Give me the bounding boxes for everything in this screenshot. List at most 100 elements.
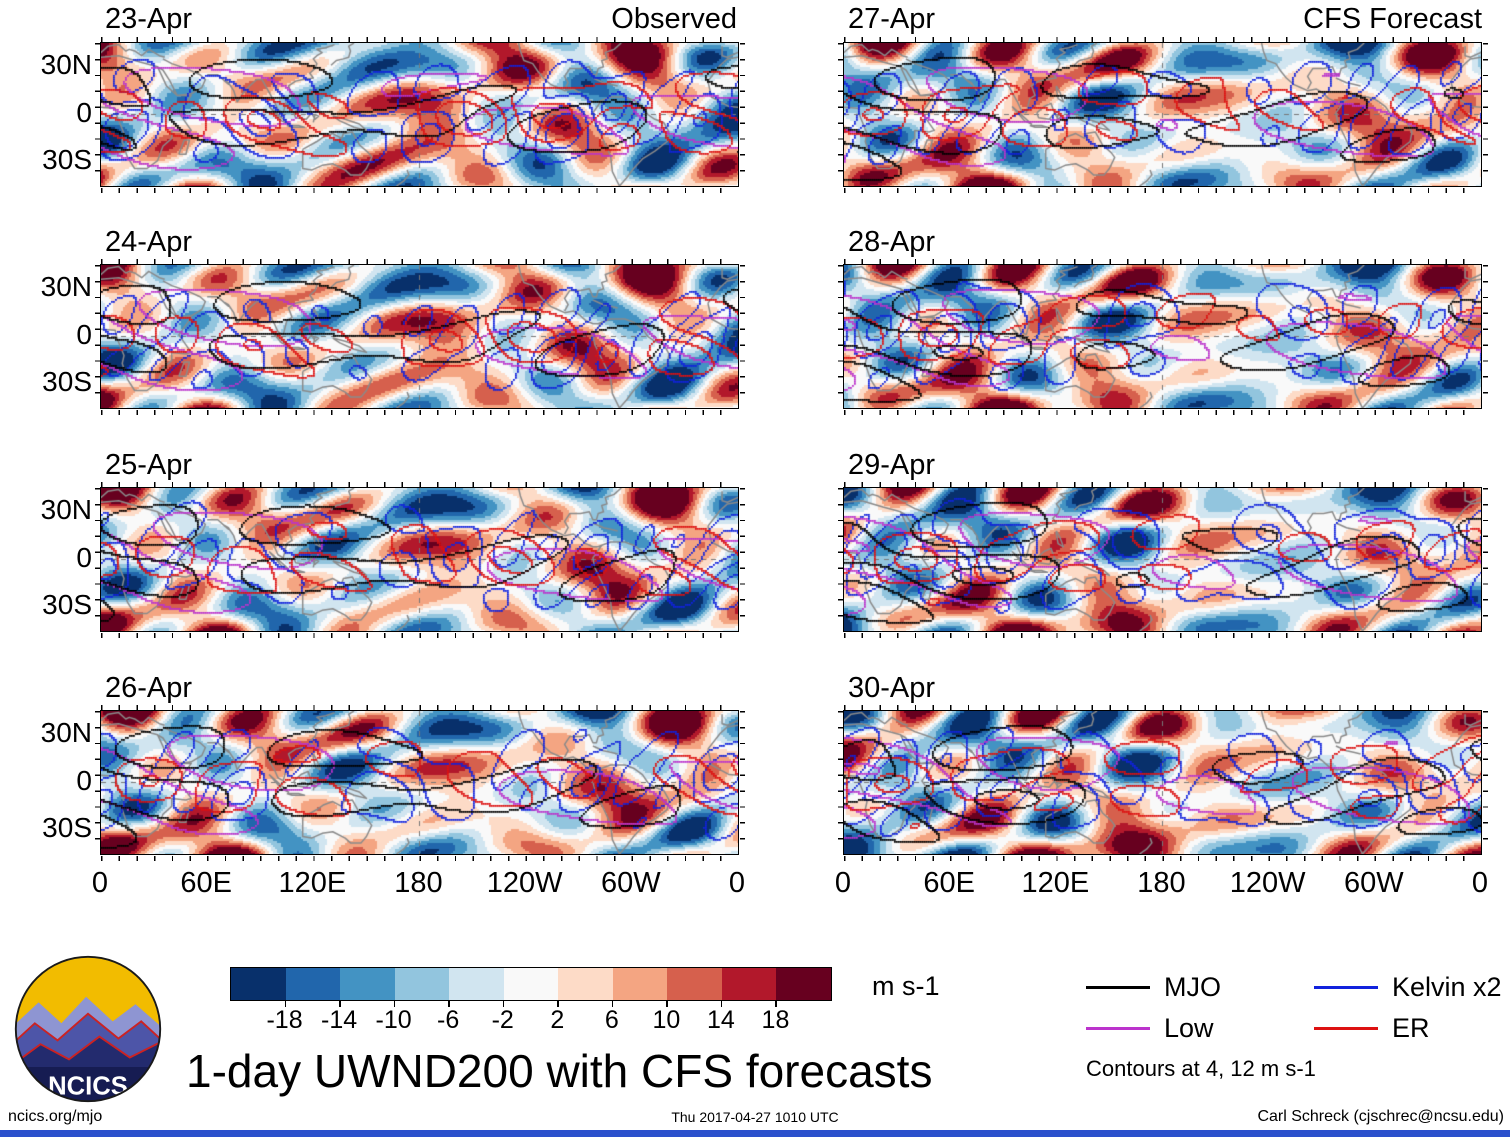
lon-tick-label: 120E	[278, 867, 347, 899]
legend-line-swatch	[1314, 985, 1378, 990]
colorbar-tick	[339, 1000, 341, 1007]
logo-ring	[14, 955, 162, 1103]
lon-tick-label: 120E	[1021, 867, 1090, 899]
panel-map-canvas	[844, 488, 1481, 631]
cfs-forecast-column-label: CFS Forecast	[1303, 3, 1482, 35]
lat-tick-label: 0	[76, 541, 92, 573]
colorbar-tick-label: -6	[437, 1006, 460, 1034]
colorbar-tick	[611, 1000, 614, 1007]
colorbar-segment	[394, 968, 450, 1000]
axis-ticks	[837, 488, 843, 631]
panel-map-canvas	[101, 265, 738, 408]
footer-author: Carl Schreck (cjschrec@ncsu.edu)	[1257, 1108, 1504, 1125]
legend: MJO Kelvin x2 Low ER Contours at 4, 12 m s-…	[1086, 972, 1510, 1082]
legend-item-label: Kelvin x2	[1392, 972, 1502, 1002]
lon-tick-label: 0	[728, 867, 746, 899]
panel-date-label: 28-Apr	[848, 226, 936, 258]
colorbar-tick	[284, 1000, 287, 1007]
panel-map-canvas	[101, 711, 738, 854]
panel-map-canvas	[844, 711, 1481, 854]
footer-site-link: ncics.org/mjo	[8, 1108, 103, 1125]
lon-tick-label: 60E	[923, 867, 975, 899]
axis-ticks	[739, 488, 745, 631]
axis-ticks	[739, 43, 745, 186]
legend-line-swatch	[1086, 1026, 1150, 1031]
panel-map-canvas	[844, 43, 1481, 186]
lat-tick-label: 30S	[42, 144, 92, 176]
colorbar-segment	[449, 968, 504, 1000]
panel-date-label: 25-Apr	[105, 449, 193, 481]
colorbar-tick-label: 14	[707, 1006, 735, 1034]
lat-tick-label: 30S	[42, 589, 92, 621]
lon-tick-label: 60W	[601, 867, 661, 899]
lat-tick-label: 30S	[42, 366, 92, 398]
panel-map-canvas	[101, 488, 738, 631]
axis-ticks	[844, 632, 1481, 638]
colorbar-segment	[231, 968, 286, 1000]
legend-item-low: Low	[1086, 1013, 1314, 1044]
colorbar-tick-label: -14	[321, 1006, 358, 1034]
map-panel-25-apr	[94, 481, 745, 638]
map-panel-26-apr	[94, 704, 745, 861]
panel-date-label: 24-Apr	[105, 226, 193, 258]
colorbar-segment	[667, 968, 722, 1000]
axis-ticks	[1482, 711, 1488, 854]
panel-date-label: 30-Apr	[848, 672, 936, 704]
axis-ticks	[94, 265, 100, 408]
legend-item-kelvin-x2: Kelvin x2	[1314, 972, 1510, 1003]
axis-ticks	[844, 704, 1481, 710]
colorbar-segment	[612, 968, 668, 1000]
map-panel-29-apr	[837, 481, 1488, 638]
lon-tick-label: 0	[91, 867, 109, 899]
axis-ticks	[739, 711, 745, 854]
lon-tick-label: 120W	[486, 867, 563, 899]
lon-tick-label: 180	[1137, 867, 1186, 899]
axis-ticks	[94, 43, 100, 186]
colorbar-tick-label: -2	[491, 1006, 514, 1034]
axis-ticks	[837, 43, 843, 186]
lat-tick-label: 30N	[40, 270, 92, 302]
lat-tick-label: 30S	[42, 812, 92, 844]
ncics-logo-image: NCICS	[14, 955, 162, 1103]
colorbar-tick	[557, 1000, 559, 1007]
lon-tick-label: 60E	[180, 867, 232, 899]
axis-ticks	[739, 265, 745, 408]
panel-date-label: 29-Apr	[848, 449, 936, 481]
axis-ticks	[101, 481, 738, 487]
axis-ticks	[94, 488, 100, 631]
lat-tick-label: 0	[76, 318, 92, 350]
panel-date-label: 23-Apr	[105, 3, 193, 35]
colorbar	[230, 967, 832, 1001]
axis-ticks	[101, 632, 738, 638]
colorbar-segment	[340, 968, 395, 1000]
legend-grid: MJO Kelvin x2 Low ER	[1086, 972, 1510, 1044]
colorbar-segment	[558, 968, 613, 1000]
colorbar-tick	[448, 1000, 450, 1007]
legend-item-label: MJO	[1164, 972, 1221, 1002]
lat-tick-label: 30N	[40, 716, 92, 748]
panel-date-label: 26-Apr	[105, 672, 193, 704]
axis-ticks	[844, 481, 1481, 487]
axis-ticks	[101, 704, 738, 710]
lat-tick-label: 0	[76, 764, 92, 796]
axis-ticks	[94, 711, 100, 854]
legend-item-label: ER	[1392, 1013, 1430, 1043]
map-panel-24-apr	[94, 258, 745, 415]
lat-tick-label: 0	[76, 96, 92, 128]
axis-ticks	[101, 187, 738, 193]
axis-ticks	[101, 36, 738, 42]
observed-column-label: Observed	[611, 3, 737, 35]
colorbar-tick-label: 2	[550, 1006, 565, 1034]
colorbar-tick-label: 18	[761, 1006, 790, 1034]
colorbar-tick	[720, 1000, 723, 1007]
colorbar-segment	[776, 968, 832, 1000]
colorbar-tick-label: -18	[266, 1006, 303, 1034]
map-panel-28-apr	[837, 258, 1488, 415]
axis-ticks	[101, 855, 738, 861]
lon-tick-label: 60W	[1344, 867, 1404, 899]
footer-timestamp: Thu 2017-04-27 1010 UTC	[671, 1109, 839, 1125]
colorbar-tick-label: 10	[652, 1006, 681, 1034]
legend-item-label: Low	[1164, 1013, 1214, 1043]
axis-ticks	[837, 711, 843, 854]
legend-note: Contours at 4, 12 m s-1	[1086, 1056, 1316, 1081]
